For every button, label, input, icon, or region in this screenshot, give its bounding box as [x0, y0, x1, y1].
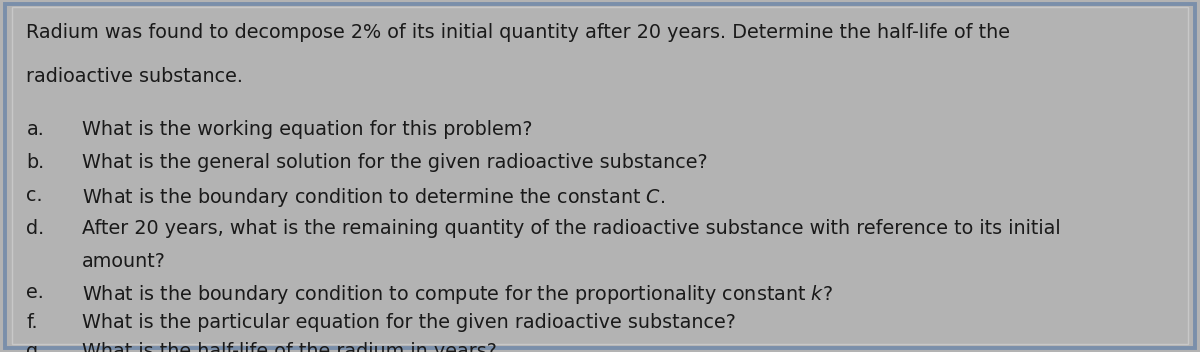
- Text: amount?: amount?: [82, 252, 166, 271]
- Text: What is the particular equation for the given radioactive substance?: What is the particular equation for the …: [82, 313, 736, 332]
- Text: What is the general solution for the given radioactive substance?: What is the general solution for the giv…: [82, 153, 707, 172]
- Text: c.: c.: [26, 186, 43, 205]
- Text: What is the boundary condition to determine the constant $C$.: What is the boundary condition to determ…: [82, 186, 665, 209]
- Text: After 20 years, what is the remaining quantity of the radioactive substance with: After 20 years, what is the remaining qu…: [82, 219, 1061, 238]
- Text: What is the working equation for this problem?: What is the working equation for this pr…: [82, 120, 532, 139]
- Text: g.: g.: [26, 342, 44, 352]
- Text: What is the boundary condition to compute for the proportionality constant $k$?: What is the boundary condition to comput…: [82, 283, 833, 306]
- Text: e.: e.: [26, 283, 44, 302]
- Text: radioactive substance.: radioactive substance.: [26, 67, 244, 86]
- Text: b.: b.: [26, 153, 44, 172]
- Text: d.: d.: [26, 219, 44, 238]
- Text: Radium was found to decompose 2% of its initial quantity after 20 years. Determi: Radium was found to decompose 2% of its …: [26, 23, 1010, 42]
- Text: a.: a.: [26, 120, 44, 139]
- Text: f.: f.: [26, 313, 38, 332]
- Text: What is the half-life of the radium in years?: What is the half-life of the radium in y…: [82, 342, 497, 352]
